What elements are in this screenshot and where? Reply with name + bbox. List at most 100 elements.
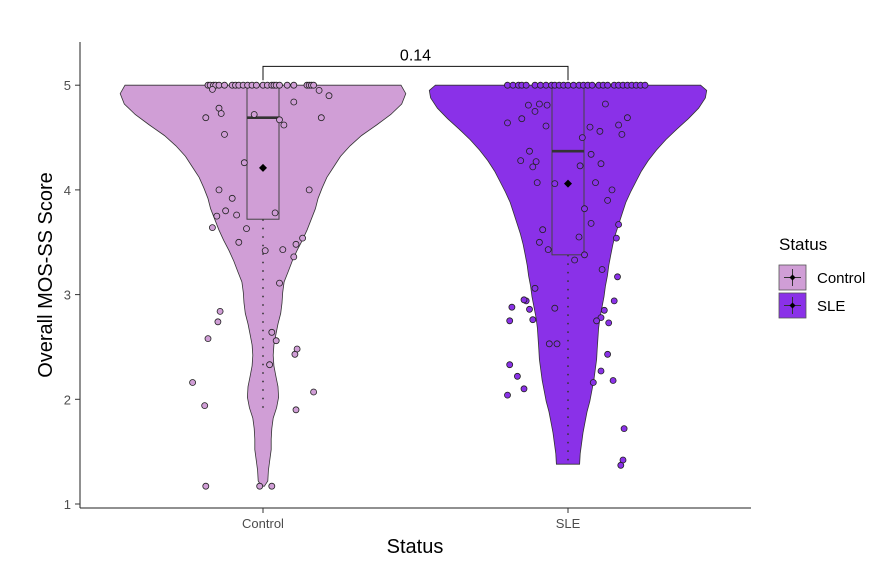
data-point-sle	[571, 256, 578, 264]
y-tick-label: 1	[64, 497, 71, 512]
data-point-control	[291, 350, 299, 358]
data-point-sle	[613, 234, 620, 242]
data-point-sle	[539, 226, 547, 234]
data-point-sle	[522, 81, 530, 89]
data-point-sle	[504, 119, 511, 127]
data-point-control	[290, 81, 298, 89]
data-point-sle	[576, 162, 584, 170]
data-point-control	[256, 482, 264, 490]
data-point-control	[276, 81, 283, 89]
data-point-control	[261, 247, 269, 255]
data-point-sle	[608, 186, 616, 194]
data-point-sle	[589, 379, 597, 386]
data-point-sle	[617, 461, 625, 469]
comparison-bracket: 0.14	[262, 47, 569, 81]
data-point-sle	[641, 81, 649, 89]
data-point-sle	[525, 101, 532, 109]
data-point-sle	[604, 196, 611, 204]
violin-control	[119, 84, 407, 487]
data-point-sle	[605, 319, 613, 327]
data-point-control	[271, 209, 279, 217]
data-point-control	[279, 246, 287, 254]
data-point-control	[202, 482, 210, 490]
y-tick-label: 2	[64, 392, 71, 407]
y-ticks: 1 2 3 4 5	[64, 78, 80, 512]
data-point-sle	[542, 81, 550, 89]
data-point-sle	[609, 377, 617, 384]
data-point-control	[233, 211, 241, 219]
data-point-control	[290, 253, 298, 261]
data-point-sle	[520, 296, 528, 304]
data-point-sle	[506, 361, 514, 369]
legend-mean-glyph-sle	[789, 302, 796, 309]
axes	[79, 42, 751, 509]
x-axis-title: Status	[387, 536, 444, 558]
x-tick-label-sle: SLE	[556, 516, 581, 531]
data-point-sle	[531, 81, 539, 89]
data-point-control	[292, 406, 300, 414]
data-point-sle	[543, 101, 551, 109]
legend: Status Control SLE	[778, 235, 865, 319]
data-point-control	[268, 482, 276, 490]
data-point-sle	[526, 147, 533, 155]
data-point-sle	[581, 205, 588, 213]
data-point-control	[221, 81, 228, 89]
data-point-control	[208, 224, 216, 232]
data-point-sle	[604, 350, 611, 358]
data-point-control	[215, 186, 223, 194]
data-point-control	[280, 121, 288, 129]
data-point-sle	[542, 122, 550, 130]
data-point-sle	[532, 158, 540, 166]
data-point-sle	[610, 297, 618, 305]
data-point-control	[317, 114, 325, 122]
data-point-control	[240, 159, 248, 167]
data-point-sle	[526, 305, 533, 313]
data-point-sle	[586, 123, 594, 131]
data-point-control	[315, 87, 323, 94]
data-point-control	[325, 92, 333, 100]
x-tick-label-control: Control	[242, 516, 284, 531]
legend-title: Status	[779, 235, 827, 254]
data-point-sle	[533, 179, 541, 187]
data-point-sle	[537, 81, 544, 89]
violin-sle	[428, 84, 708, 465]
data-point-sle	[588, 81, 596, 89]
data-point-sle	[531, 108, 539, 115]
data-point-sle	[536, 238, 543, 246]
data-point-sle	[597, 160, 605, 168]
data-point-sle	[517, 157, 525, 165]
data-point-control	[208, 86, 216, 93]
x-ticks: Control SLE	[242, 508, 581, 531]
y-tick-label: 5	[64, 78, 71, 93]
legend-mean-glyph-control	[789, 274, 796, 281]
data-point-control	[201, 402, 209, 410]
legend-label-control: Control	[817, 270, 865, 287]
data-point-sle	[536, 100, 543, 108]
data-point-control	[189, 379, 197, 386]
data-point-sle	[620, 425, 628, 433]
data-point-sle	[529, 316, 537, 324]
data-point-control	[217, 110, 225, 117]
data-point-sle	[504, 391, 511, 399]
data-point-control	[202, 114, 210, 122]
data-point-control	[250, 111, 258, 118]
data-point-sle	[618, 130, 626, 138]
mean-marker-sle	[564, 179, 572, 188]
data-point-control	[243, 225, 250, 233]
data-point-sle	[545, 340, 553, 348]
data-point-control	[276, 279, 283, 287]
data-point-sle	[598, 266, 606, 273]
data-point-control	[252, 81, 260, 89]
data-point-sle	[570, 81, 577, 89]
data-point-control	[221, 130, 228, 138]
data-point-sle	[551, 304, 559, 312]
points-layer	[189, 81, 649, 490]
data-point-sle	[578, 134, 586, 142]
data-point-sle	[509, 81, 517, 89]
data-point-control	[235, 238, 243, 246]
data-point-sle	[593, 317, 600, 325]
data-point-control	[222, 207, 230, 215]
data-point-sle	[615, 121, 622, 129]
